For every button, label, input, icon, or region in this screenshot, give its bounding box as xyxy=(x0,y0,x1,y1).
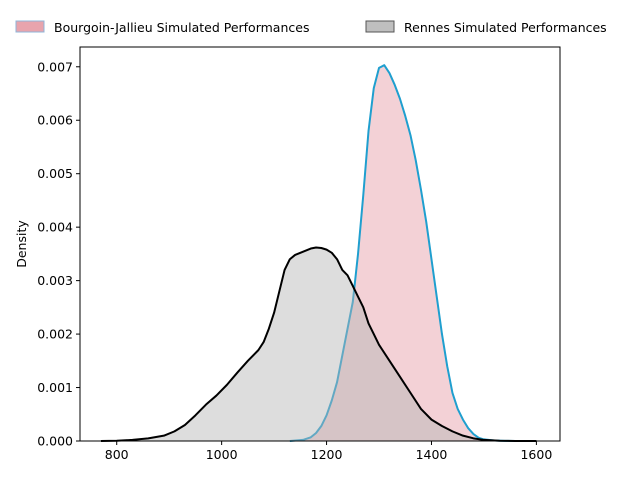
x-tick-label: 1200 xyxy=(311,447,343,462)
plot-area xyxy=(100,64,537,442)
y-axis-title: Density xyxy=(14,220,29,268)
y-tick-label: 0.005 xyxy=(37,166,73,181)
x-tick-label: 1600 xyxy=(520,447,552,462)
y-axis: 0.000 0.001 0.002 0.003 0.004 0.005 0.006 0.007 xyxy=(37,59,80,449)
density-area-2 xyxy=(100,247,537,441)
y-tick-label: 0.000 xyxy=(37,434,73,449)
x-axis: 800 1000 1200 1400 1600 xyxy=(105,441,552,462)
y-tick-label: 0.001 xyxy=(37,380,73,395)
x-tick-label: 1000 xyxy=(206,447,238,462)
y-tick-label: 0.002 xyxy=(37,327,73,342)
x-tick-label: 800 xyxy=(105,447,129,462)
y-tick-label: 0.007 xyxy=(37,59,73,74)
x-tick-label: 1400 xyxy=(416,447,448,462)
density-area-1 xyxy=(289,65,516,442)
axes-frame xyxy=(79,46,561,442)
density-line-1 xyxy=(289,64,516,442)
legend-swatch-1 xyxy=(15,20,45,33)
legend-label-1: Bourgoin-Jallieu Simulated Performances xyxy=(54,20,309,35)
legend: Bourgoin-Jallieu Simulated Performances R… xyxy=(15,20,607,35)
density-line-2 xyxy=(100,246,537,442)
legend-swatch-2 xyxy=(365,20,395,33)
legend-label-2: Rennes Simulated Performances xyxy=(404,20,607,35)
y-tick-label: 0.004 xyxy=(37,220,73,235)
y-tick-label: 0.003 xyxy=(37,273,73,288)
y-tick-label: 0.006 xyxy=(37,113,73,128)
